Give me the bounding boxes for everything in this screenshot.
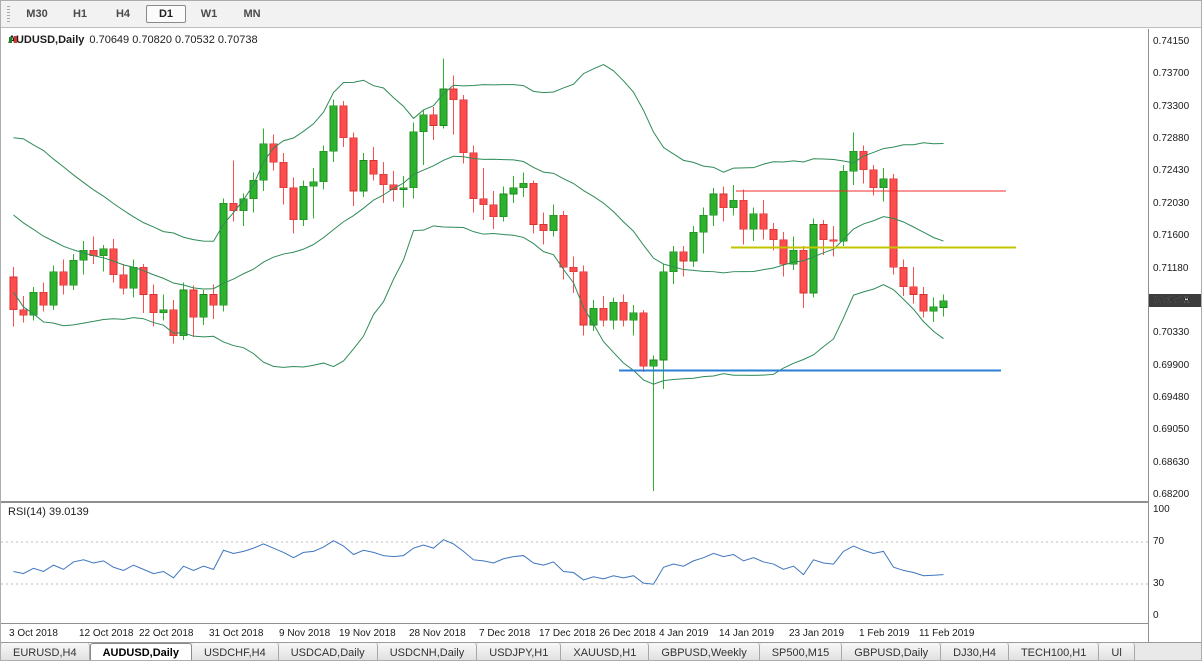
chart-tab-tech100-h1[interactable]: TECH100,H1 [1008,643,1100,660]
rsi-indicator-label: RSI(14) 39.0139 [8,506,89,518]
time-axis-label: 19 Nov 2018 [339,628,396,639]
current-price-label: 0.70738 [1149,294,1201,308]
price-axis-tick: 0.73700 [1153,68,1190,80]
axis-separator-line [1148,29,1149,642]
timeframe-button-h4[interactable]: H4 [115,8,131,20]
time-axis-label: 14 Jan 2019 [719,628,775,639]
timeframe-button-d1[interactable]: D1 [146,5,186,23]
chart-tab-bar: EURUSD,H4 AUDUSD,Daily USDCHF,H4 USDCAD,Dai… [1,642,1201,660]
time-axis-label: 1 Feb 2019 [859,628,910,639]
time-axis-label: 4 Jan 2019 [659,628,709,639]
rsi-axis-tick: 0 [1153,610,1159,621]
chart-tab-gbpusd-weekly[interactable]: GBPUSD,Weekly [649,643,760,660]
time-axis-label: 26 Dec 2018 [599,628,656,639]
rsi-axis-tick: 100 [1153,504,1170,515]
timeframe-button-m30[interactable]: M30 [26,8,48,20]
rsi-axis-tick: 30 [1153,578,1165,590]
price-axis-tick: 0.69900 [1153,359,1190,371]
chart-title: AUDUSD,Daily 0.70649 0.70820 0.70532 0.7… [8,34,258,46]
rsi-axis-tick: 70 [1153,535,1165,547]
price-axis-tick: 0.74150 [1153,36,1190,47]
chart-tab-xauusd-h1[interactable]: XAUUSD,H1 [561,643,650,660]
price-axis-tick: 0.73300 [1153,100,1190,112]
time-axis-label: 17 Dec 2018 [539,628,596,639]
chart-tab-usdchf-h4[interactable]: USDCHF,H4 [191,643,279,660]
rsi-indicator-pane[interactable] [1,502,1148,623]
time-axis[interactable]: 3 Oct 2018 12 Oct 2018 22 Oct 2018 31 Oct 2… [1,623,1148,642]
price-axis-tick: 0.69050 [1153,424,1190,436]
price-axis[interactable]: 0.70738 0.74150 0.73700 0.73300 0.72880 0.72… [1149,29,1201,623]
price-axis-tick: 0.72430 [1153,165,1190,177]
chart-tab-audusd-daily[interactable]: AUDUSD,Daily [89,643,192,660]
chart-tab-sp500-m15[interactable]: SP500,M15 [759,643,843,660]
timeframe-toolbar: M30 H1 H4 D1 W1 MN [1,1,1201,28]
price-axis-tick: 0.68200 [1153,489,1190,500]
price-axis-tick: 0.68630 [1153,456,1190,468]
chart-icon [9,36,17,43]
timeframe-toolbar-buttons: M30 H1 H4 D1 W1 MN [17,5,275,23]
chart-ohlc-values: 0.70649 0.70820 0.70532 0.70738 [89,34,258,46]
chart-tab-eurusd-h4[interactable]: EURUSD,H4 [1,643,90,660]
price-chart[interactable] [1,29,1148,501]
chart-tab-usdjpy-h1[interactable]: USDJPY,H1 [477,643,562,660]
price-axis-tick: 0.71180 [1153,262,1189,274]
rsi-chart[interactable] [1,503,1148,623]
time-axis-label: 28 Nov 2018 [409,628,466,639]
time-axis-label: 3 Oct 2018 [9,628,58,639]
price-axis-tick: 0.70330 [1153,327,1190,339]
time-axis-label: 12 Oct 2018 [79,628,134,639]
price-axis-tick: 0.72030 [1153,197,1190,209]
rsi-line [13,539,944,585]
chart-tab-gbpusd-daily[interactable]: GBPUSD,Daily [842,643,942,660]
chart-tab-usdcad-daily[interactable]: USDCAD,Daily [278,643,378,660]
chart-tab-usdcnh-daily[interactable]: USDCNH,Daily [377,643,478,660]
price-axis-tick: 0.70730 [1153,294,1190,306]
chart-tab-ul[interactable]: Ul [1099,643,1135,660]
toolbar-grip-icon[interactable] [7,6,10,22]
rsi-levels-layer [1,541,1148,585]
time-axis-label: 23 Jan 2019 [789,628,845,639]
bollinger-bands-layer [13,64,944,385]
pane-separator[interactable] [1,501,1148,502]
time-axis-label: 22 Oct 2018 [139,628,194,639]
time-axis-label: 31 Oct 2018 [209,628,264,639]
price-axis-tick: 0.69480 [1153,391,1190,403]
price-axis-tick: 0.71600 [1153,230,1190,242]
time-axis-label: 9 Nov 2018 [279,628,331,639]
price-axis-tick: 0.72880 [1153,133,1190,145]
chart-symbol-label: AUDUSD,Daily [8,34,85,46]
candles-layer [9,58,948,491]
time-axis-label: 7 Dec 2018 [479,628,531,639]
timeframe-button-w1[interactable]: W1 [200,8,218,20]
horizontal-lines-layer[interactable] [619,190,1016,372]
timeframe-button-h1[interactable]: H1 [72,8,88,20]
time-axis-label: 11 Feb 2019 [919,628,975,639]
timeframe-button-mn[interactable]: MN [243,8,261,20]
price-chart-pane[interactable] [1,29,1148,501]
chart-tab-dj30-h4[interactable]: DJ30,H4 [941,643,1009,660]
